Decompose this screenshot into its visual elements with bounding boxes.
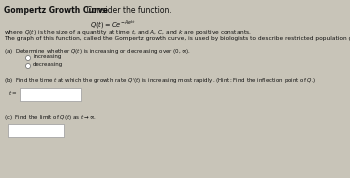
Text: (a)  Determine whether $Q(t)$ is increasing or decreasing over $(0, \infty)$.: (a) Determine whether $Q(t)$ is increasi… bbox=[4, 47, 191, 56]
Text: Consider the function.: Consider the function. bbox=[82, 6, 172, 15]
Text: $t =$: $t =$ bbox=[8, 89, 17, 97]
Text: (c)  Find the limit of $Q(t)$ as $t \to \infty$.: (c) Find the limit of $Q(t)$ as $t \to \… bbox=[4, 113, 97, 122]
Text: $Q(t) = Ce^{-Ae^{kt}}$: $Q(t) = Ce^{-Ae^{kt}}$ bbox=[90, 18, 135, 31]
Text: Gompertz Growth Curve: Gompertz Growth Curve bbox=[4, 6, 108, 15]
Text: increasing: increasing bbox=[33, 54, 61, 59]
Text: (b)  Find the time $t$ at which the growth rate $Q'(t)$ is increasing most rapid: (b) Find the time $t$ at which the growt… bbox=[4, 77, 317, 86]
Text: where $Q(t)$ is the size of a quantity at time $t$, and $A$, $C$, and $k$ are po: where $Q(t)$ is the size of a quantity a… bbox=[4, 28, 252, 37]
FancyBboxPatch shape bbox=[20, 88, 80, 101]
FancyBboxPatch shape bbox=[7, 124, 63, 137]
Text: decreasing: decreasing bbox=[33, 62, 63, 67]
Circle shape bbox=[26, 56, 30, 61]
Text: The graph of this function, called the Gompertz growth curve, is used by biologi: The graph of this function, called the G… bbox=[4, 36, 350, 41]
Circle shape bbox=[26, 64, 30, 69]
